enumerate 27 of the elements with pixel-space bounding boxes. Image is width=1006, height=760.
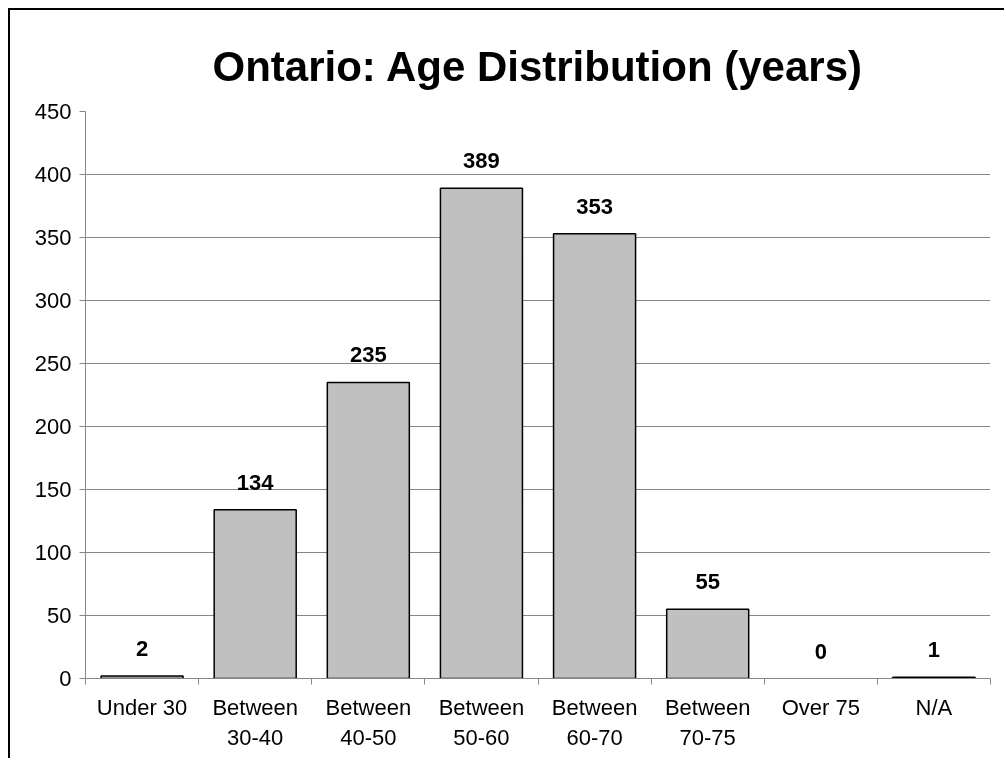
y-tick-label: 200 [34,414,72,439]
chart-title: Ontario: Age Distribution (years) [212,43,862,90]
y-tick-label: 400 [34,162,72,187]
y-tick-label: 250 [34,351,72,376]
y-tick-label: 300 [34,288,72,313]
x-tick-label: Between 50-60 [438,694,525,750]
x-tick-label: Under 30 [96,694,188,720]
x-tick-label: Over 75 [781,694,860,720]
data-label: 134 [236,469,275,495]
data-label: 0 [814,638,827,664]
data-label: 2 [135,635,149,661]
data-label: 1 [927,637,941,663]
y-tick-label: 450 [34,99,72,124]
data-label: 353 [576,193,613,219]
y-tick-label: 150 [34,477,72,502]
x-tick-label: Between 40-50 [325,694,412,750]
y-tick-label: 0 [59,666,72,691]
y-tick-label: 350 [34,225,72,250]
x-tick-label: Between 60-70 [551,694,638,750]
x-tick-label: Between 30-40 [212,694,298,750]
x-tick-label: Between 70-75 [664,694,751,750]
y-tick-label: 100 [34,540,72,565]
data-label: 235 [349,342,387,368]
x-tick-label: N/A [915,694,953,720]
y-tick-label: 50 [47,603,72,628]
data-label: 389 [463,148,500,174]
data-label: 55 [695,569,720,595]
